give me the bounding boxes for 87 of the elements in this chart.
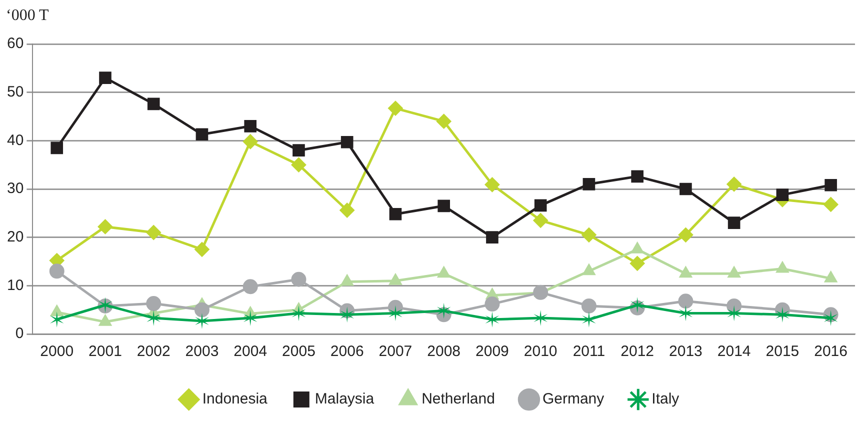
point	[340, 306, 354, 323]
point	[630, 297, 644, 313]
legend-label: Germany	[542, 390, 605, 408]
x-tick-label: 2005	[282, 343, 316, 360]
point	[484, 177, 500, 192]
legend-label: Indonesia	[202, 390, 268, 408]
point	[99, 72, 112, 84]
point	[389, 208, 402, 220]
y-tick-label: 0	[15, 325, 24, 342]
point	[147, 98, 160, 110]
point	[340, 202, 355, 218]
x-tick-label: 2010	[524, 343, 558, 360]
point	[50, 142, 64, 154]
point	[582, 178, 596, 190]
point	[484, 296, 500, 312]
x-tick-label: 2006	[330, 343, 364, 360]
point	[438, 200, 450, 212]
x-tick-label: 2000	[40, 343, 74, 360]
point	[194, 242, 210, 257]
point	[291, 272, 306, 287]
point	[243, 310, 258, 326]
point	[388, 100, 403, 116]
point	[824, 178, 837, 192]
point	[582, 312, 596, 328]
x-tick-label: 2012	[620, 343, 654, 360]
point	[680, 182, 692, 196]
y-tick-label: 50	[6, 83, 24, 100]
legend-label: Italy	[652, 390, 680, 408]
point	[146, 310, 161, 326]
x-tick-label: 2003	[185, 343, 219, 360]
point	[823, 196, 838, 212]
point	[436, 302, 451, 319]
point	[631, 170, 644, 183]
point	[146, 296, 162, 312]
point	[678, 294, 694, 309]
point	[436, 114, 452, 129]
point	[824, 310, 838, 326]
x-tick-label: 2015	[766, 343, 800, 360]
point	[195, 312, 209, 329]
point	[728, 216, 740, 229]
point	[581, 298, 596, 314]
point	[533, 212, 548, 228]
point	[726, 176, 742, 192]
point	[98, 219, 113, 234]
y-tick-label: 60	[6, 35, 24, 52]
x-tick-label: 2011	[572, 343, 606, 360]
x-tick-label: 2008	[427, 343, 461, 360]
point	[242, 134, 258, 150]
point	[533, 284, 548, 300]
x-tick-label: 2002	[136, 343, 170, 360]
x-tick-label: 2013	[669, 343, 702, 360]
x-tick-label: 2007	[378, 343, 412, 360]
point	[388, 305, 402, 322]
point	[244, 120, 257, 132]
point	[340, 136, 354, 148]
x-tick-label: 2009	[476, 343, 509, 360]
point	[292, 144, 305, 156]
point	[486, 231, 498, 244]
point	[534, 310, 548, 326]
x-tick-label: 2001	[88, 343, 122, 360]
point	[776, 188, 789, 201]
point	[485, 312, 500, 328]
legend-label: Malaysia	[314, 390, 375, 408]
point	[291, 157, 306, 172]
x-tick-label: 2004	[234, 343, 268, 360]
point	[292, 305, 306, 322]
point	[727, 305, 741, 322]
y-tick-label: 20	[6, 228, 24, 246]
legend-label: Netherland	[422, 390, 495, 408]
point	[194, 302, 210, 318]
y-tick-label: 10	[6, 276, 24, 294]
point	[146, 225, 162, 240]
y-tick-label: 40	[6, 132, 24, 149]
point	[630, 256, 645, 271]
point	[678, 227, 694, 242]
point	[50, 312, 64, 328]
x-tick-label: 2016	[814, 343, 848, 360]
y-tick-label: 30	[6, 180, 24, 198]
y-axis-title: ‘000 T	[6, 7, 50, 24]
point	[534, 199, 547, 212]
point	[196, 128, 208, 141]
point	[678, 305, 693, 322]
x-tick-label: 2014	[717, 343, 751, 360]
point	[581, 227, 596, 242]
point	[776, 306, 790, 323]
point	[242, 279, 258, 294]
point	[49, 264, 64, 279]
